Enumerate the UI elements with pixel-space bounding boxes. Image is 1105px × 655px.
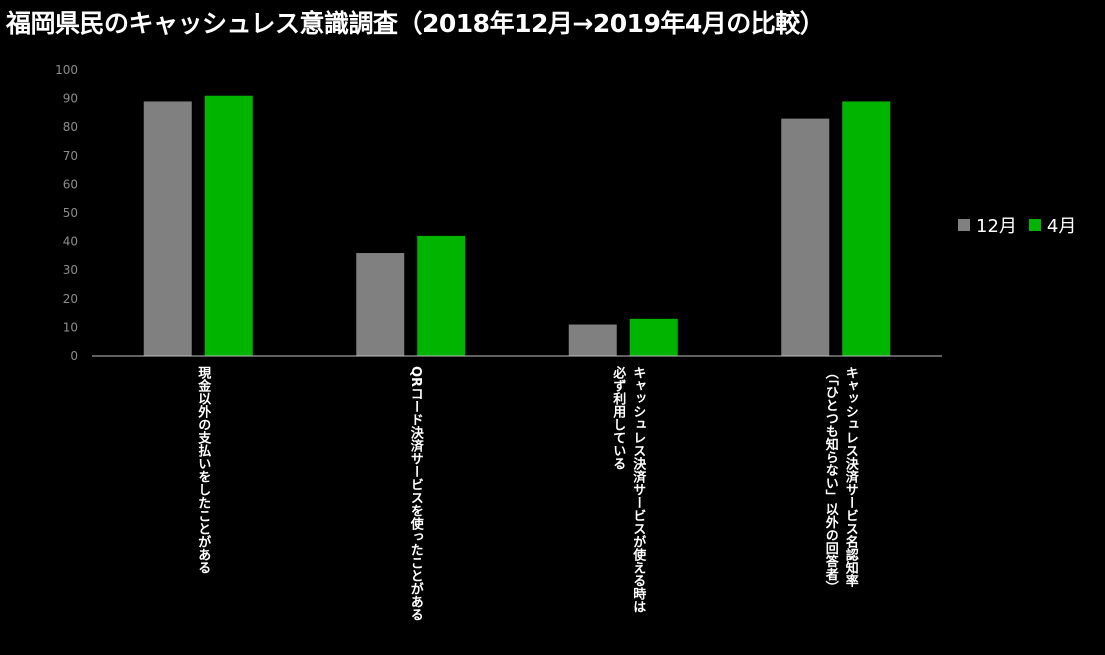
category-label: QRコード決済サービスを使ったことがある	[405, 366, 425, 621]
category-label-line: キャッシュレス決済サービスが使える時は	[630, 366, 646, 613]
bar-dec-2	[568, 324, 617, 356]
bar-apr-2	[629, 318, 678, 356]
y-tick-label: 40	[63, 235, 78, 249]
bar-dec-0	[143, 101, 192, 357]
category-label-line: キャッシュレス決済サービス名認知率	[842, 366, 858, 587]
legend-swatch	[1028, 219, 1041, 231]
y-tick-label: 30	[63, 263, 78, 277]
bar-apr-0	[204, 95, 253, 357]
bar-apr-3	[842, 101, 891, 357]
category-label: キャッシュレス決済サービス名認知率 （「ひとつも知らない」以外の回答者）	[820, 366, 860, 594]
chart-title: 福岡県民のキャッシュレス意識調査（2018年12月→2019年4月の比較）	[6, 9, 825, 38]
y-tick-label: 20	[63, 292, 78, 306]
y-tick-label: 10	[63, 320, 78, 334]
category-label-line: （「ひとつも知らない」以外の回答者）	[822, 366, 838, 594]
category-label-line: 現金以外の支払いをしたことがある	[195, 366, 211, 574]
legend: 12月 4月	[958, 212, 1088, 238]
y-tick-label: 70	[63, 149, 78, 163]
legend-item-4: 4月	[1028, 212, 1077, 238]
legend-label: 4月	[1046, 216, 1077, 237]
y-tick-label: 80	[63, 120, 78, 134]
bar-dec-3	[781, 118, 830, 357]
y-tick-label: 100	[55, 63, 78, 77]
bar-dec-1	[356, 253, 405, 356]
category-label: キャッシュレス決済サービスが使える時は 必ず利用している	[607, 366, 647, 613]
y-tick-label: 0	[70, 349, 78, 363]
bars	[143, 95, 891, 357]
legend-label: 12月	[976, 216, 1017, 237]
y-tick-label: 50	[63, 206, 78, 220]
y-axis: 0 10 20 30 40 50 60 70 80 90 100	[55, 63, 78, 363]
bar-apr-1	[417, 235, 466, 356]
category-label-line: QRコード決済サービスを使ったことがある	[407, 366, 423, 622]
category-label-line: 必ず利用している	[610, 366, 626, 470]
category-label: 現金以外の支払いをしたことがある	[192, 366, 212, 574]
legend-swatch	[958, 219, 970, 231]
y-tick-label: 90	[63, 92, 78, 106]
y-tick-label: 60	[63, 177, 78, 191]
legend-item-12: 12月	[958, 212, 1017, 238]
